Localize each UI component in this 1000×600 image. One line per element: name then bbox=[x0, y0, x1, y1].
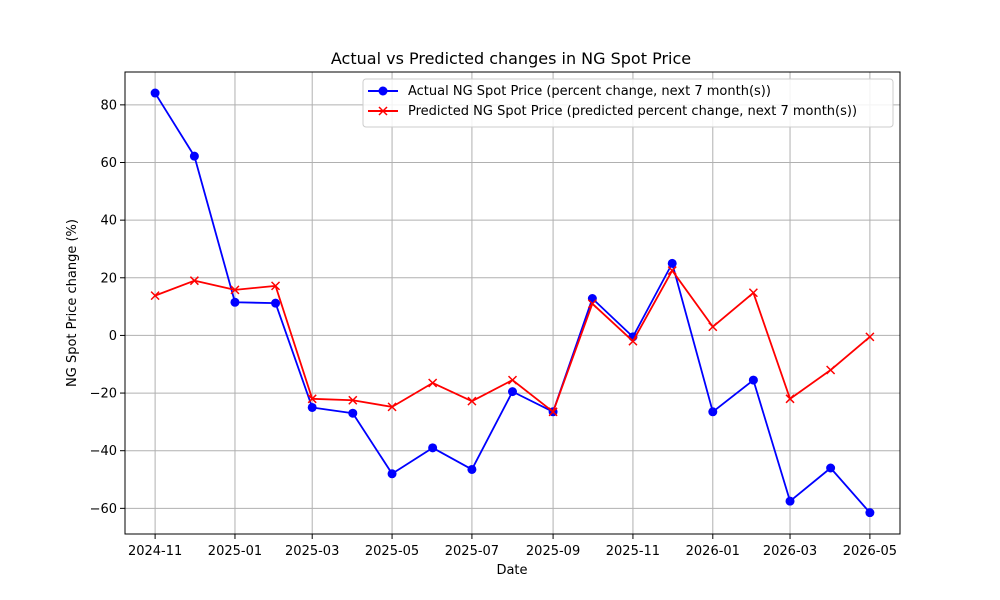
legend-actual-marker bbox=[378, 86, 388, 96]
data-point-predicted bbox=[865, 332, 875, 342]
data-point-predicted bbox=[467, 396, 477, 406]
data-point-predicted bbox=[785, 394, 795, 404]
x-tick-label: 2026-05 bbox=[843, 544, 897, 559]
data-point-actual bbox=[667, 258, 677, 268]
data-point-actual bbox=[508, 387, 517, 397]
y-tick-label: 80 bbox=[100, 98, 117, 113]
data-point-actual bbox=[826, 463, 836, 473]
legend-predicted-marker bbox=[378, 106, 388, 116]
x-tick-label: 2026-03 bbox=[763, 544, 817, 559]
data-point-actual bbox=[387, 469, 397, 479]
data-point-actual bbox=[708, 407, 718, 417]
y-tick-label: −60 bbox=[90, 502, 117, 517]
data-point-predicted bbox=[307, 394, 317, 404]
data-point-actual bbox=[189, 151, 199, 161]
data-point-predicted bbox=[150, 291, 160, 301]
x-tick-label: 2025-05 bbox=[365, 544, 419, 559]
legend-predicted-label: Predicted NG Spot Price (predicted perce… bbox=[408, 104, 857, 119]
y-tick-label: 60 bbox=[100, 156, 117, 171]
data-point-actual bbox=[587, 294, 597, 304]
x-tick-label: 2024-11 bbox=[128, 544, 182, 559]
data-point-actual bbox=[230, 297, 240, 307]
x-axis-label: Date bbox=[496, 563, 527, 578]
y-tick-label: 20 bbox=[100, 271, 117, 286]
data-point-actual bbox=[150, 88, 160, 98]
data-point-predicted bbox=[387, 402, 397, 412]
x-tick-label: 2025-01 bbox=[208, 544, 262, 559]
data-point-predicted bbox=[587, 299, 597, 309]
data-point-predicted bbox=[271, 281, 281, 291]
x-tick-label: 2025-11 bbox=[606, 544, 660, 559]
data-point-actual bbox=[748, 375, 758, 385]
data-point-predicted bbox=[548, 407, 558, 417]
data-point-predicted bbox=[628, 336, 638, 346]
data-point-predicted bbox=[428, 378, 438, 388]
y-tick-label: 0 bbox=[109, 329, 117, 344]
data-point-actual bbox=[865, 508, 875, 518]
y-axis: 80 60 40 20 0 −20 −40 −60 bbox=[90, 98, 125, 517]
data-point-actual bbox=[467, 464, 477, 474]
data-point-actual bbox=[428, 443, 438, 453]
y-tick-label: −40 bbox=[90, 444, 117, 459]
data-point-predicted bbox=[748, 288, 758, 298]
x-tick-label: 2025-09 bbox=[526, 544, 580, 559]
legend-actual-label: Actual NG Spot Price (percent change, ne… bbox=[408, 84, 771, 99]
series-line-actual bbox=[154, 92, 871, 514]
grid bbox=[125, 72, 900, 534]
data-point-actual bbox=[307, 402, 317, 412]
data-point-predicted bbox=[826, 365, 836, 375]
data-point-predicted bbox=[348, 395, 358, 405]
plot-frame bbox=[124, 71, 901, 535]
x-axis: 2024-11 2025-01 2025-03 2025-05 2025-07 2025-… bbox=[128, 534, 897, 559]
series-layer bbox=[150, 88, 875, 518]
data-point-actual bbox=[785, 496, 795, 506]
data-point-predicted bbox=[708, 322, 718, 332]
chart-title: Actual vs Predicted changes in NG Spot P… bbox=[331, 49, 691, 68]
data-point-actual bbox=[348, 408, 358, 418]
x-tick-label: 2025-03 bbox=[285, 544, 339, 559]
data-point-actual bbox=[271, 298, 281, 308]
x-tick-label: 2026-01 bbox=[686, 544, 740, 559]
legend-box bbox=[362, 78, 894, 128]
y-tick-label: −20 bbox=[90, 387, 117, 402]
legend: Actual NG Spot Price (percent change, ne… bbox=[362, 78, 894, 128]
y-tick-label: 40 bbox=[100, 214, 117, 229]
data-point-predicted bbox=[667, 266, 677, 276]
data-point-predicted bbox=[189, 276, 199, 286]
y-axis-label: NG Spot Price change (%) bbox=[65, 219, 80, 387]
data-point-predicted bbox=[507, 375, 518, 385]
data-point-predicted bbox=[230, 285, 240, 295]
x-tick-label: 2025-07 bbox=[445, 544, 499, 559]
